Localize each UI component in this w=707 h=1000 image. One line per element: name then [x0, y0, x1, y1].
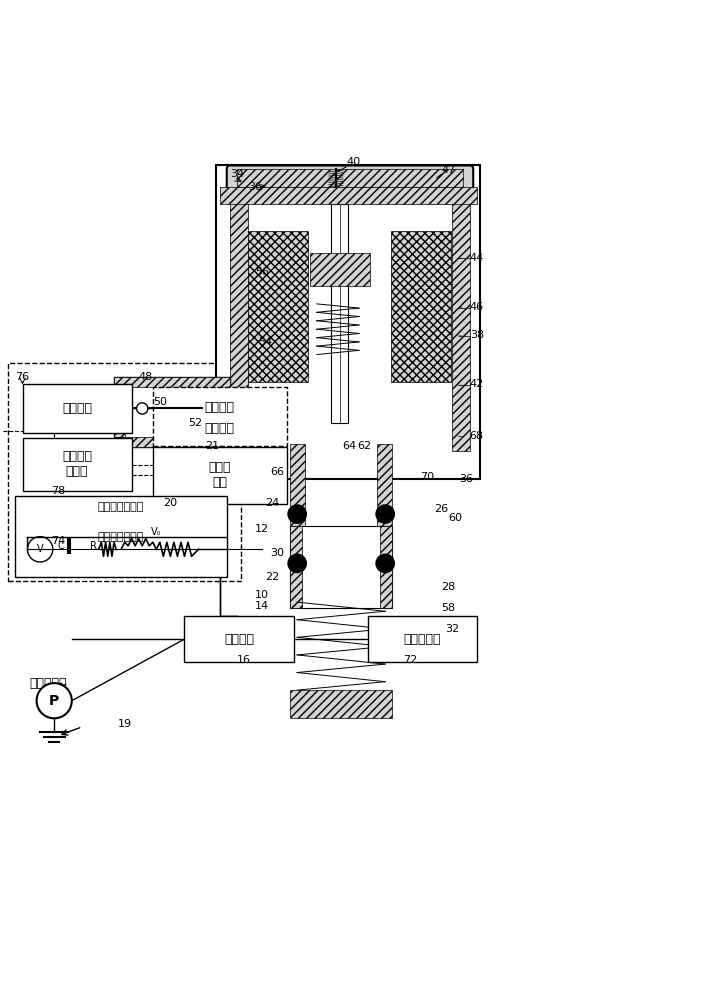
Circle shape: [136, 403, 148, 414]
Bar: [216, 165, 480, 479]
Text: 52: 52: [188, 418, 202, 428]
Text: 66: 66: [270, 467, 284, 477]
Circle shape: [376, 505, 395, 523]
FancyBboxPatch shape: [227, 165, 473, 190]
Text: 电压供给: 电压供给: [62, 402, 92, 415]
Text: 36: 36: [459, 474, 473, 484]
Bar: [238, 169, 462, 187]
Text: V₀: V₀: [151, 527, 162, 537]
Bar: [331, 204, 349, 423]
Bar: [114, 387, 124, 437]
FancyBboxPatch shape: [23, 438, 132, 491]
Bar: [230, 176, 248, 451]
Text: 28: 28: [442, 582, 456, 592]
Text: 自动变速器: 自动变速器: [404, 633, 441, 646]
Text: 47: 47: [442, 165, 456, 175]
Text: 46: 46: [469, 302, 484, 312]
Text: 34: 34: [230, 169, 245, 179]
FancyBboxPatch shape: [16, 496, 227, 577]
Circle shape: [288, 505, 306, 523]
Text: 抖动频率控制器: 抖动频率控制器: [98, 502, 144, 512]
Text: 44: 44: [469, 253, 484, 263]
Text: 64: 64: [342, 441, 356, 451]
Bar: [220, 387, 230, 437]
Text: 50: 50: [153, 397, 167, 407]
Bar: [391, 231, 450, 382]
Text: 40: 40: [346, 157, 361, 167]
Bar: [452, 176, 469, 451]
Text: 控制模块: 控制模块: [205, 422, 235, 435]
Bar: [290, 526, 392, 608]
Bar: [290, 526, 303, 608]
Text: R: R: [90, 541, 96, 551]
FancyBboxPatch shape: [368, 616, 477, 662]
Text: 12: 12: [255, 524, 269, 534]
Text: 48: 48: [139, 372, 153, 382]
Text: 60: 60: [448, 513, 462, 523]
FancyBboxPatch shape: [185, 616, 293, 662]
Text: 32: 32: [445, 624, 459, 634]
Text: 26: 26: [435, 504, 449, 514]
Bar: [8, 363, 241, 581]
Circle shape: [288, 554, 306, 573]
Bar: [114, 377, 230, 447]
Text: 76: 76: [16, 372, 30, 382]
Bar: [377, 444, 392, 526]
Bar: [310, 253, 370, 286]
Text: 18: 18: [40, 698, 54, 708]
Text: 10: 10: [255, 590, 269, 600]
Bar: [153, 387, 286, 446]
Text: 70: 70: [421, 472, 435, 482]
Text: 36: 36: [248, 182, 262, 192]
Bar: [248, 231, 308, 382]
Text: 动力总成: 动力总成: [205, 401, 235, 414]
Text: 72: 72: [403, 655, 417, 665]
Text: 22: 22: [265, 572, 280, 582]
Text: 抖动频率
控制器: 抖动频率 控制器: [62, 450, 92, 478]
Text: 54: 54: [259, 337, 273, 347]
Bar: [220, 187, 477, 204]
Text: 主调节阀: 主调节阀: [224, 633, 254, 646]
Circle shape: [28, 537, 53, 562]
Text: 62: 62: [357, 441, 371, 451]
Text: 30: 30: [270, 548, 284, 558]
Text: 78: 78: [51, 486, 65, 496]
Text: 74: 74: [51, 536, 65, 546]
Text: C: C: [58, 541, 64, 551]
Bar: [114, 437, 230, 447]
Bar: [216, 466, 480, 479]
Text: 42: 42: [469, 379, 484, 389]
Text: 24: 24: [265, 498, 280, 508]
Text: V: V: [37, 544, 43, 554]
Circle shape: [376, 554, 395, 573]
Text: 58: 58: [442, 603, 455, 613]
Text: 19: 19: [117, 719, 132, 729]
Text: 抖动频率控制器: 抖动频率控制器: [98, 532, 144, 542]
FancyBboxPatch shape: [23, 384, 132, 433]
Text: 左侧变速器: 左侧变速器: [30, 677, 67, 690]
Bar: [230, 173, 469, 187]
Text: P: P: [49, 694, 59, 708]
Text: 16: 16: [238, 655, 251, 665]
Text: 14: 14: [255, 601, 269, 611]
Bar: [290, 690, 392, 718]
Text: 38: 38: [469, 330, 484, 340]
Text: 68: 68: [469, 431, 484, 441]
Circle shape: [37, 683, 72, 718]
Bar: [114, 377, 230, 387]
Text: 控制阀
回路: 控制阀 回路: [209, 461, 231, 489]
Text: 56: 56: [255, 267, 269, 277]
Bar: [290, 444, 305, 526]
Text: 20: 20: [163, 498, 177, 508]
Text: 21: 21: [206, 441, 220, 451]
Bar: [380, 526, 392, 608]
FancyBboxPatch shape: [153, 447, 286, 504]
